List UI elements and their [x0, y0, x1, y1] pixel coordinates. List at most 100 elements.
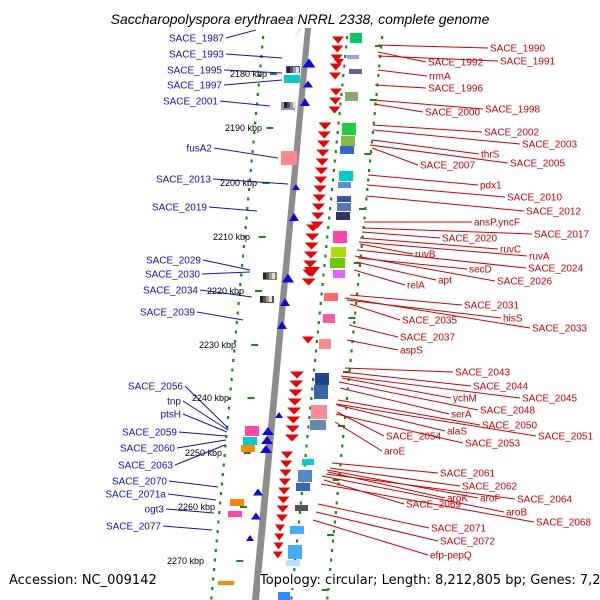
reverse-gene-arrow — [277, 496, 290, 504]
gene-block-shade — [269, 273, 272, 279]
right-gene-label: SACE_2017 — [534, 230, 589, 241]
reverse-gene-arrow — [280, 460, 293, 468]
right-gene-label: SACE_2072 — [440, 537, 495, 548]
tick-mark — [361, 235, 364, 239]
tick-mark — [337, 121, 340, 125]
scale-tick — [270, 73, 277, 75]
gene-block-shade — [290, 67, 293, 73]
gene-block — [333, 231, 347, 243]
tick-mark — [258, 74, 261, 77]
gene-block — [230, 499, 244, 506]
right-gene-label: SACE_2024 — [528, 264, 583, 275]
reverse-gene-arrow — [281, 451, 293, 459]
scale-tick — [251, 344, 259, 346]
left-leader-line — [223, 69, 283, 74]
reverse-gene-arrow — [288, 389, 303, 397]
right-gene-label: ruvC — [500, 245, 521, 256]
reverse-gene-arrow — [301, 278, 316, 286]
tick-mark — [238, 292, 241, 296]
tick-mark — [241, 264, 244, 267]
tick-mark — [256, 93, 259, 96]
left-gene-label: SACE_1993 — [169, 50, 224, 61]
tick-mark — [368, 169, 371, 172]
gene-block — [337, 196, 351, 202]
tick-mark — [305, 444, 308, 448]
gene-block — [348, 44, 362, 52]
right-gene-label: ruvB — [415, 250, 436, 261]
forward-gene-arrow — [261, 436, 273, 444]
reverse-gene-arrow — [279, 469, 292, 477]
forward-gene-arrow — [277, 321, 287, 329]
right-leader-line — [374, 84, 427, 89]
right-leader-line — [348, 324, 399, 338]
tick-mark — [300, 492, 303, 495]
right-gene-label: secD — [469, 265, 492, 276]
right-gene-label: SACE_2003 — [522, 140, 577, 151]
tick-mark — [326, 596, 329, 600]
tick-mark — [323, 264, 326, 267]
tick-mark — [219, 501, 222, 505]
right-gene-label: serA — [451, 410, 472, 421]
left-gene-label: SACE_2034 — [143, 286, 198, 297]
right-gene-label: SACE_2048 — [480, 406, 535, 417]
kbp-label: 2230 kbp — [199, 340, 236, 350]
tick-mark — [261, 45, 264, 49]
gene-block — [298, 470, 312, 482]
right-leader-line — [372, 124, 483, 133]
gene-block-shade — [263, 296, 266, 302]
gene-block — [281, 151, 297, 165]
gene-block — [350, 33, 362, 43]
right-gene-label: SACE_2050 — [482, 421, 537, 432]
tick-mark — [290, 596, 293, 600]
tick-mark — [231, 368, 234, 372]
right-gene-label: SACE_2051 — [538, 432, 593, 443]
left-leader-line — [225, 29, 257, 39]
reverse-gene-arrow — [315, 158, 329, 166]
kbp-label: 2180 kbp — [230, 69, 267, 79]
tick-mark — [367, 178, 370, 182]
tick-mark — [311, 387, 314, 391]
gene-block — [342, 123, 356, 135]
tick-mark — [360, 245, 363, 248]
tick-mark — [356, 283, 360, 286]
tick-mark — [296, 539, 299, 543]
tick-mark — [222, 463, 225, 467]
gene-block — [341, 136, 355, 146]
left-gene-label: SACE_1987 — [169, 34, 224, 45]
tick-mark — [313, 359, 317, 362]
left-leader-line — [212, 178, 289, 185]
forward-gene-arrow — [260, 445, 272, 453]
tick-mark — [342, 74, 345, 77]
reverse-gene-arrow — [317, 131, 331, 139]
right-leader-line — [325, 473, 516, 500]
tick-mark — [354, 311, 357, 315]
left-gene-label: tnp — [167, 397, 181, 408]
left-gene-label: SACE_2039 — [140, 308, 195, 319]
forward-gene-arrow — [251, 512, 261, 520]
right-gene-label: efp-pepQ — [430, 551, 472, 562]
reverse-gene-arrow — [331, 45, 344, 53]
right-gene-label: SACE_2002 — [484, 128, 539, 139]
reverse-gene-arrow — [285, 425, 300, 433]
tick-mark — [291, 587, 294, 590]
left-gene-label: ptsH — [160, 410, 181, 421]
right-gene-label: SACE_1998 — [485, 105, 540, 116]
right-gene-label: SACE_2031 — [464, 301, 519, 312]
tick-mark — [357, 273, 360, 277]
tick-mark — [345, 397, 348, 400]
left-gene-label: SACE_1995 — [167, 66, 222, 77]
tick-mark — [253, 131, 256, 134]
reverse-gene-arrow — [275, 514, 288, 522]
backbone-line — [252, 28, 311, 600]
reverse-gene-arrow — [306, 224, 320, 232]
left-gene-label: SACE_2070 — [112, 477, 167, 488]
scale-tick — [327, 534, 335, 536]
tick-mark — [372, 121, 375, 125]
left-leader-line — [225, 53, 283, 59]
reverse-gene-arrow — [312, 194, 326, 202]
tick-mark — [359, 254, 362, 258]
tick-mark — [333, 159, 336, 163]
right-leader-line — [338, 381, 479, 411]
scale-tick — [240, 506, 247, 508]
reverse-gene-arrow — [318, 122, 332, 130]
